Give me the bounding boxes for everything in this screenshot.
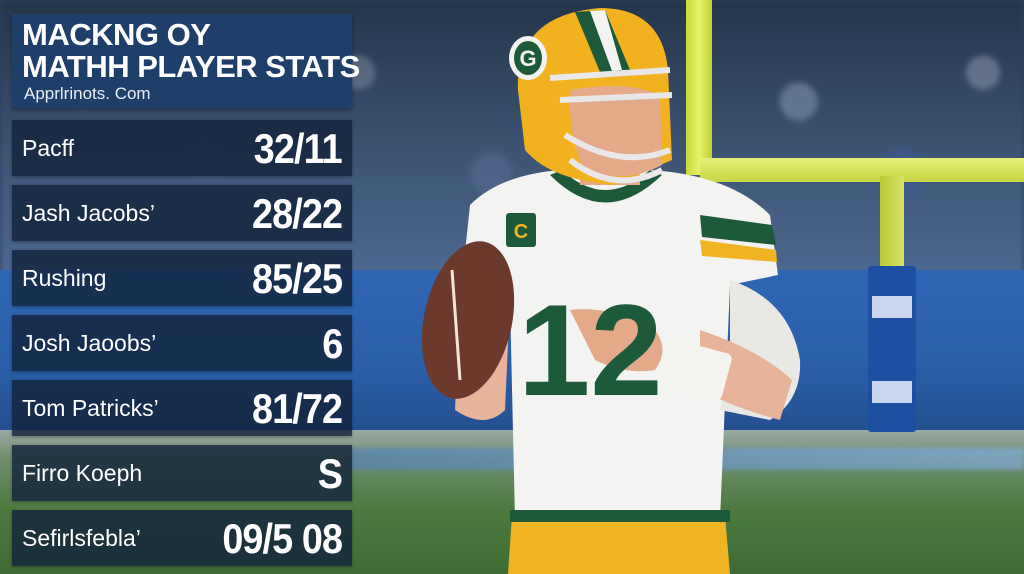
- stat-label: Firro Koeph: [22, 460, 143, 486]
- stat-value: 09/5 08: [222, 515, 343, 562]
- stat-row: Firro Koeph S: [12, 445, 352, 501]
- goal-post-pad: [868, 266, 916, 432]
- goal-post-upright: [686, 0, 712, 175]
- goal-post-base: [880, 176, 904, 276]
- football: [421, 241, 515, 399]
- goal-post-crossbar: [700, 158, 1024, 182]
- stats-title-line-2: MATHH PLAYER STATS: [22, 49, 360, 84]
- stat-label: Josh Jaoobs’: [22, 330, 157, 356]
- stat-value: S: [317, 450, 343, 497]
- stat-value: 81/72: [251, 385, 343, 432]
- football-player-image: 12 C G: [421, 8, 801, 574]
- stat-value: 28/22: [251, 190, 343, 237]
- stats-header: MACKNG OY MATHH PLAYER STATS Apprlrinots…: [12, 14, 360, 108]
- stat-row: Rushing 85/25: [12, 250, 352, 306]
- stats-subtitle: Apprlrinots. Com: [24, 84, 151, 103]
- stat-row: Josh Jaoobs’ 6: [12, 315, 352, 371]
- stat-row: Pacff 32/11: [12, 120, 352, 176]
- stat-label: Jash Jacobs’: [22, 200, 155, 226]
- stat-value: 6: [321, 320, 343, 367]
- svg-text:G: G: [519, 46, 536, 71]
- stat-label: Sefirlsfebla’: [22, 525, 141, 551]
- stat-row: Sefirlsfebla’ 09/5 08: [12, 510, 352, 566]
- stat-label: Pacff: [22, 135, 74, 161]
- stat-row: Jash Jacobs’ 28/22: [12, 185, 352, 241]
- stat-value: 85/25: [251, 255, 343, 302]
- svg-text:C: C: [514, 221, 528, 243]
- stat-value: 32/11: [253, 125, 343, 172]
- stat-label: Rushing: [22, 265, 107, 291]
- stats-title-line-1: MACKNG OY: [22, 17, 211, 52]
- stat-row: Tom Patricks’ 81/72: [12, 380, 352, 436]
- jersey-number: 12: [518, 277, 663, 423]
- stat-label: Tom Patricks’: [22, 395, 159, 421]
- captain-patch: [506, 213, 536, 247]
